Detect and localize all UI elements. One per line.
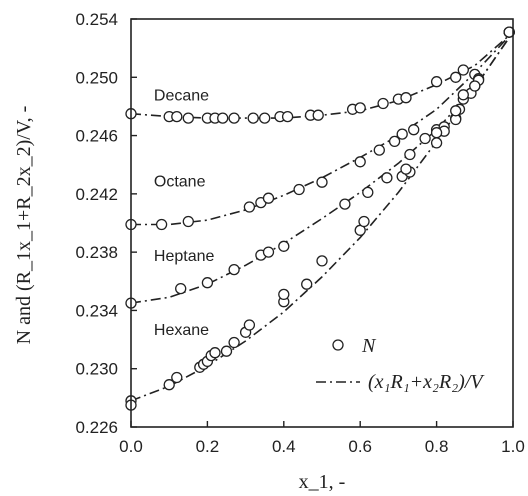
legend: N (x₁R₁+x₂R₂)/V <box>316 335 485 393</box>
data-point-decane <box>217 112 229 124</box>
data-point-hexane <box>503 26 515 38</box>
data-point-decane <box>430 76 443 88</box>
series-label-decane: Decane <box>154 88 209 105</box>
data-point-hexane <box>316 255 328 267</box>
data-point-heptane <box>175 282 187 295</box>
y-tick-label: 0.250 <box>75 68 118 87</box>
data-point-octane <box>316 176 328 188</box>
x-tick-label: 0.0 <box>119 437 143 456</box>
legend-line-label: (x₁R₁+x₂R₂)/V <box>368 371 485 393</box>
data-point-decane <box>247 112 259 124</box>
data-point-heptane <box>262 246 275 258</box>
data-point-decane <box>457 64 469 76</box>
series-label-heptane: Heptane <box>154 248 215 265</box>
data-point-hexane <box>171 371 183 384</box>
data-point-octane <box>243 201 256 213</box>
data-point-decane <box>228 112 240 124</box>
y-ticks: 0.226 0.230 0.234 0.238 0.242 0.246 0.250 0.254 <box>75 10 137 437</box>
x-tick-label: 0.4 <box>272 437 296 456</box>
y-tick-label: 0.242 <box>75 185 118 204</box>
data-point-hexane <box>457 89 469 101</box>
y-tick-label: 0.238 <box>75 243 118 262</box>
legend-markers-label: N <box>361 335 377 357</box>
x-axis-title: x_1, - <box>299 471 346 493</box>
data-point-decane <box>182 112 194 124</box>
fit-lines <box>130 31 514 402</box>
fit-line-octane <box>131 31 514 226</box>
y-axis-title: N and (R_1x_1+R_2x_2)/V, - <box>13 106 35 345</box>
data-point-hexane <box>220 345 233 357</box>
fit-line-hexane <box>130 31 514 402</box>
data-point-hexane <box>430 127 443 139</box>
series-label-octane: Octane <box>154 174 206 191</box>
fit-line-decane <box>130 31 514 119</box>
series-label-hexane: Hexane <box>154 322 209 339</box>
data-point-octane <box>419 132 431 145</box>
legend-marker <box>332 339 344 351</box>
x-tick-label: 0.6 <box>348 437 372 456</box>
data-point-decane <box>377 97 389 110</box>
y-axis-title-group: N and (R_1x_1+R_2x_2)/V, - <box>13 106 35 345</box>
data-point-hexane <box>400 163 412 175</box>
data-point-hexane <box>243 319 256 331</box>
data-point-heptane <box>228 263 240 276</box>
data-point-hexane <box>404 148 416 161</box>
data-point-decane <box>450 71 462 83</box>
plot-frame <box>130 18 514 428</box>
data-point-decane <box>354 102 366 114</box>
data-point-hexane <box>209 347 221 359</box>
y-tick-label: 0.226 <box>75 418 118 437</box>
data-point-hexane <box>301 278 313 290</box>
fit-line-heptane <box>130 31 514 304</box>
data-point-octane <box>373 144 385 156</box>
data-point-heptane <box>278 240 290 252</box>
data-point-octane <box>354 156 366 168</box>
y-tick-label: 0.246 <box>75 127 118 146</box>
data-point-decane <box>312 109 324 121</box>
data-point-octane <box>182 215 194 228</box>
data-point-octane <box>408 124 420 136</box>
data-point-octane <box>388 135 401 148</box>
x-tick-label: 0.2 <box>196 437 220 456</box>
data-point-octane <box>155 218 168 231</box>
data-point-decane <box>281 110 294 123</box>
x-tick-label: 0.8 <box>425 437 449 456</box>
data-point-octane <box>262 192 275 204</box>
data-point-decane <box>259 112 271 124</box>
data-point-hexane <box>358 215 370 228</box>
data-point-heptane <box>339 198 351 210</box>
y-tick-label: 0.254 <box>75 10 118 29</box>
data-point-heptane <box>469 80 481 92</box>
y-tick-label: 0.234 <box>75 301 118 320</box>
data-point-hexane <box>450 105 462 117</box>
data-point-heptane <box>430 137 443 149</box>
data-point-hexane <box>163 379 175 391</box>
data-point-hexane <box>278 288 290 301</box>
data-point-heptane <box>201 277 214 289</box>
data-point-hexane <box>228 336 240 349</box>
data-point-octane <box>396 128 408 140</box>
data-point-heptane <box>381 172 393 184</box>
data-point-decane <box>171 110 183 123</box>
x-tick-label: 1.0 <box>501 437 525 456</box>
data-point-decane <box>400 92 412 104</box>
data-point-octane <box>293 183 305 196</box>
y-tick-label: 0.230 <box>75 360 118 379</box>
data-points <box>125 26 515 411</box>
x-ticks: 0.0 0.2 0.4 0.6 0.8 1.0 <box>119 421 525 456</box>
data-point-heptane <box>362 186 374 199</box>
series-labels: Decane Octane Heptane Hexane <box>154 88 215 340</box>
